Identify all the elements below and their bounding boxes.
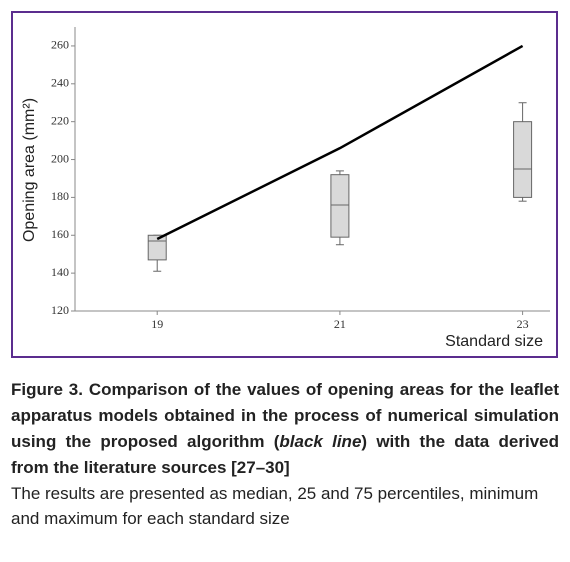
- y-tick-label: 240: [51, 76, 69, 90]
- caption-bold: ) with the data derived from the literat…: [11, 432, 559, 477]
- x-axis-label: Standard size: [445, 333, 543, 350]
- caption: Figure 3. Comparison of the values of op…: [11, 377, 559, 531]
- y-tick-label: 200: [51, 151, 69, 165]
- caption-italic: black line: [279, 432, 362, 451]
- line: [156, 44, 524, 241]
- y-tick-label: 180: [51, 189, 69, 203]
- x-tick-label: 23: [517, 317, 529, 331]
- caption-note: The results are presented as median, 25 …: [11, 484, 539, 528]
- x-tick-label: 19: [151, 317, 163, 331]
- y-tick-label: 120: [51, 303, 69, 317]
- y-tick-label: 140: [51, 265, 69, 279]
- caption-title: Figure 3. Comparison of the values of op…: [11, 380, 559, 477]
- chart-frame: [11, 11, 558, 358]
- box: [330, 174, 350, 238]
- y-axis-label: Opening area (mm²): [21, 98, 38, 242]
- x-tick-label: 21: [334, 317, 346, 331]
- caption-bold: Figure 3. Comparison of the values of op…: [11, 380, 559, 451]
- chart: Opening area (mm²) Standard size 120 140 1…: [21, 27, 550, 350]
- y-tick-label: 220: [51, 113, 69, 127]
- y-tick-label: 160: [51, 227, 69, 241]
- box: [513, 121, 533, 198]
- y-tick-label: 260: [51, 38, 69, 52]
